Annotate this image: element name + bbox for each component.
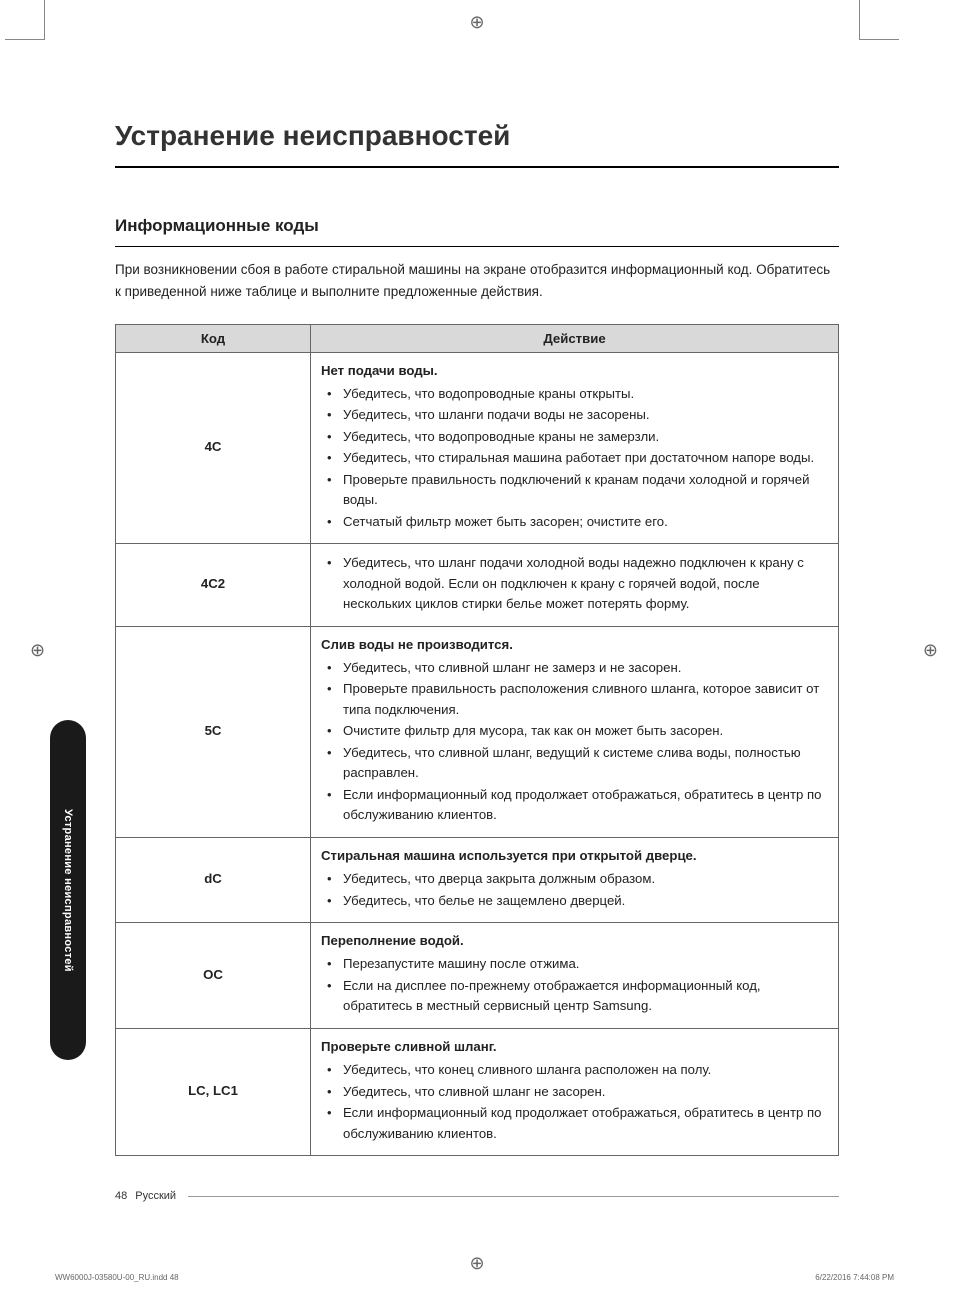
code-cell: OC [116,922,311,1028]
registration-mark-icon: ⊕ [30,640,45,661]
action-item: Если на дисплее по-прежнему отображается… [323,976,828,1017]
registration-mark-icon: ⊕ [469,12,484,33]
table-row: dC Стиральная машина используется при отк… [116,837,839,922]
footer-language: Русский [135,1190,176,1202]
action-cell: Слив воды не производится. Убедитесь, что… [311,626,839,837]
registration-mark-icon: ⊕ [469,1253,484,1274]
title-rule [115,166,839,168]
side-tab: Устранение неисправностей [50,720,86,1060]
footer-rule [188,1196,839,1197]
side-tab-label: Устранение неисправностей [62,809,74,972]
action-item: Убедитесь, что шланги подачи воды не зас… [323,405,828,425]
action-list: Убедитесь, что дверца закрыта должным об… [321,869,828,911]
action-cell: Стиральная машина используется при откры… [311,837,839,922]
action-cell: Нет подачи воды. Убедитесь, что водопрово… [311,352,839,544]
action-list: Убедитесь, что шланг подачи холодной вод… [321,553,828,614]
action-item: Проверьте правильность подключений к кра… [323,470,828,511]
table-row: 4C Нет подачи воды. Убедитесь, что водопро… [116,352,839,544]
action-heading: Нет подачи воды. [321,361,828,381]
page-footer: 48 Русский [115,1190,839,1202]
table-row: 4C2Убедитесь, что шланг подачи холодной … [116,544,839,626]
action-cell: Переполнение водой. Перезапустите машину … [311,922,839,1028]
page-content: Устранение неисправностей Информационные… [115,120,839,1156]
action-list: Убедитесь, что конец сливного шланга рас… [321,1060,828,1144]
page-title: Устранение неисправностей [115,120,839,152]
indd-timestamp: 6/22/2016 7:44:08 PM [815,1273,894,1282]
action-item: Убедитесь, что сливной шланг не замерз и… [323,658,828,678]
action-item: Убедитесь, что сливной шланг, ведущий к … [323,743,828,784]
action-list: Перезапустите машину после отжима.Если н… [321,954,828,1016]
action-item: Убедитесь, что дверца закрыта должным об… [323,869,828,889]
action-cell: Убедитесь, что шланг подачи холодной вод… [311,544,839,626]
action-item: Очистите фильтр для мусора, так как он м… [323,721,828,741]
crop-mark [859,0,899,40]
action-list: Убедитесь, что сливной шланг не замерз и… [321,658,828,826]
action-item: Если информационный код продолжает отобр… [323,785,828,826]
action-heading: Проверьте сливной шланг. [321,1037,828,1057]
action-item: Перезапустите машину после отжима. [323,954,828,974]
code-cell: 4C2 [116,544,311,626]
action-item: Убедитесь, что водопроводные краны не за… [323,427,828,447]
intro-text: При возникновении сбоя в работе стиральн… [115,259,839,304]
action-item: Убедитесь, что водопроводные краны откры… [323,384,828,404]
codes-table: Код Действие 4C Нет подачи воды. Убедитесь… [115,324,839,1157]
registration-mark-icon: ⊕ [923,640,938,661]
action-item: Убедитесь, что стиральная машина работае… [323,448,828,468]
action-item: Убедитесь, что конец сливного шланга рас… [323,1060,828,1080]
code-cell: dC [116,837,311,922]
crop-mark [5,0,45,40]
action-item: Убедитесь, что сливной шланг не засорен. [323,1082,828,1102]
table-row: LC, LC1 Проверьте сливной шланг. Убедитесь… [116,1028,839,1155]
action-heading: Слив воды не производится. [321,635,828,655]
col-header-code: Код [116,324,311,352]
table-row: 5C Слив воды не производится. Убедитесь, ч… [116,626,839,837]
page-number: 48 [115,1190,127,1202]
section-heading: Информационные коды [115,216,839,236]
table-row: OC Переполнение водой. Перезапустите машин… [116,922,839,1028]
action-heading: Переполнение водой. [321,931,828,951]
code-cell: 4C [116,352,311,544]
indd-file-label: WW6000J-03580U-00_RU.indd 48 [55,1273,179,1282]
code-cell: 5C [116,626,311,837]
section-rule [115,246,839,247]
action-item: Убедитесь, что шланг подачи холодной вод… [323,553,828,614]
action-heading: Стиральная машина используется при откры… [321,846,828,866]
action-item: Если информационный код продолжает отобр… [323,1103,828,1144]
action-item: Проверьте правильность расположения слив… [323,679,828,720]
code-cell: LC, LC1 [116,1028,311,1155]
action-cell: Проверьте сливной шланг. Убедитесь, что к… [311,1028,839,1155]
action-item: Сетчатый фильтр может быть засорен; очис… [323,512,828,532]
action-list: Убедитесь, что водопроводные краны откры… [321,384,828,532]
action-item: Убедитесь, что белье не защемлено дверце… [323,891,828,911]
col-header-action: Действие [311,324,839,352]
